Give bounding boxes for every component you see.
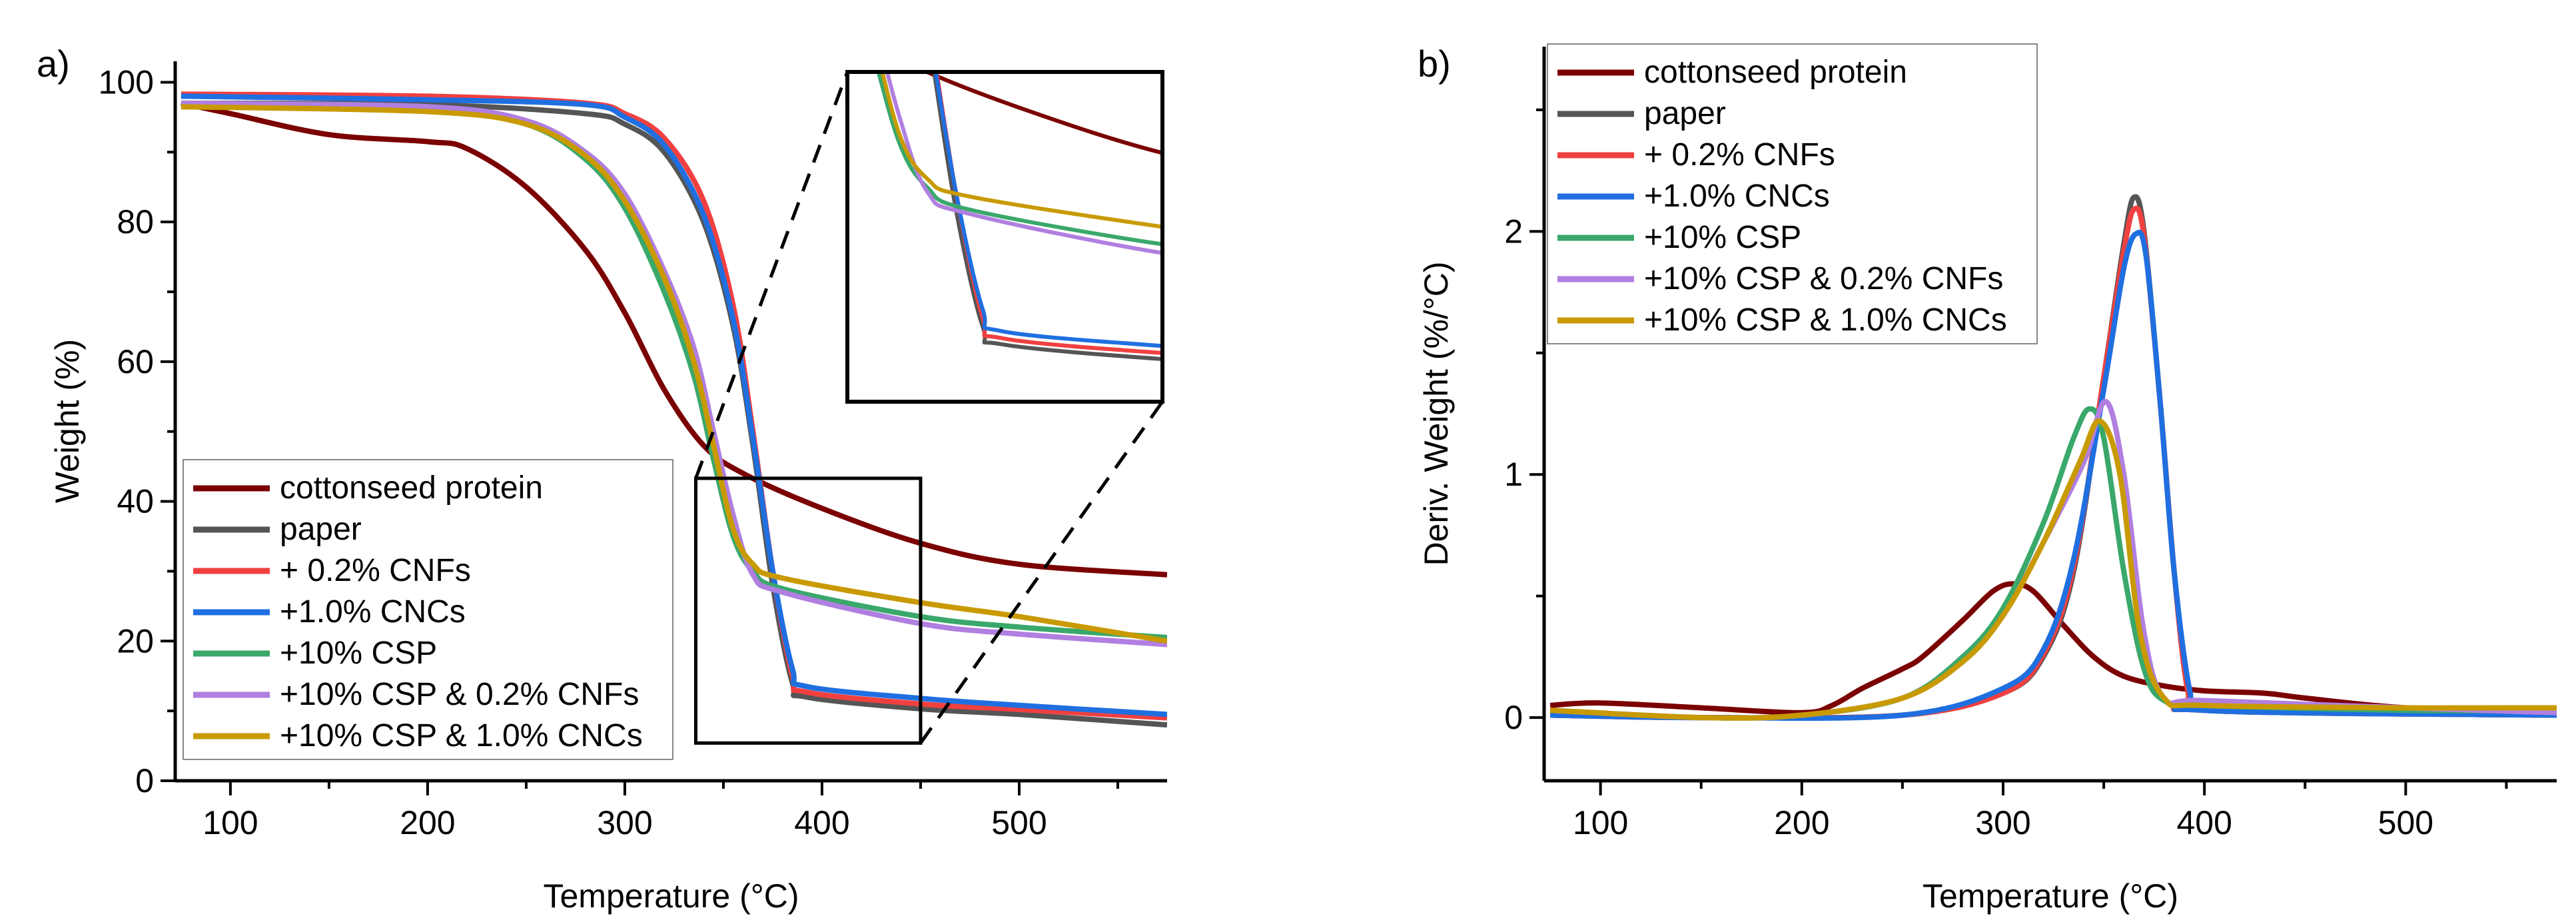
- y-tick-label: 0: [135, 762, 154, 799]
- legend-label: +10% CSP: [280, 636, 437, 671]
- legend-label: +10% CSP: [1644, 220, 1801, 255]
- x-tick-label: 100: [203, 804, 258, 841]
- y-tick-label: 60: [117, 343, 154, 380]
- y-tick-label: 2: [1504, 213, 1523, 250]
- x-tick-label: 200: [1774, 804, 1829, 841]
- y-tick-label: 40: [117, 483, 154, 520]
- x-tick-label: 100: [1573, 804, 1628, 841]
- y-tick-label: 100: [99, 63, 154, 101]
- inset-series-line: [885, 72, 1162, 255]
- inset: [845, 70, 1164, 404]
- x-tick-label: 200: [400, 804, 455, 841]
- panel-b-derivative-chart: 100 200 300 400 500 0 1 2 Temperature (°C) Deriv.…: [1418, 43, 2557, 915]
- legend-label: +1.0% CNCs: [280, 594, 466, 630]
- series-line--10-csp-1-0-cncs: [1549, 418, 2557, 721]
- inset-frame: [845, 70, 1164, 404]
- inset-series-line: [933, 72, 1162, 348]
- series-group: [1549, 194, 2557, 721]
- panel-a-weight-chart: 100 200 300 400 500 0 20 40 60 80 100 Temperature (…: [37, 43, 1167, 915]
- y-tick-label: 1: [1504, 456, 1523, 493]
- legend-label: +10% CSP & 1.0% CNCs: [280, 718, 643, 753]
- legend-label: paper: [1644, 96, 1726, 131]
- legend: cottonseed protein paper + 0.2% CNFs +1.0% …: [183, 459, 673, 760]
- legend-label: +1.0% CNCs: [1644, 179, 1830, 214]
- x-tick-label: 300: [597, 804, 652, 841]
- x-axis-title: Temperature (°C): [544, 877, 799, 915]
- legend-label: cottonseed protein: [280, 470, 543, 506]
- series-line--10-csp-0-2-cnfs: [1549, 398, 2557, 721]
- panel-label: b): [1418, 43, 1451, 85]
- x-axis-title: Temperature (°C): [1923, 877, 2178, 915]
- legend-label: + 0.2% CNFs: [1644, 137, 1835, 173]
- inset-series-line: [932, 72, 1162, 362]
- y-axis-title: Weight (%): [49, 339, 86, 503]
- legend-label: +10% CSP & 1.0% CNCs: [1644, 302, 2007, 338]
- x-tick-label: 400: [794, 804, 849, 841]
- zoom-connector-line: [919, 400, 1164, 744]
- legend-label: +10% CSP & 0.2% CNFs: [1644, 261, 2003, 296]
- y-axis-title: Deriv. Weight (%/°C): [1418, 261, 1455, 566]
- zoom-connector-line: [694, 71, 849, 479]
- inset-series-line: [935, 72, 1162, 355]
- series-line--1-0-cncs: [181, 93, 1167, 717]
- legend-label: paper: [280, 512, 362, 547]
- x-tick-label: 300: [1975, 804, 2030, 841]
- series-line--10-csp: [1549, 406, 2557, 721]
- legend: cottonseed protein paper + 0.2% CNFs +1.0% …: [1547, 43, 2038, 344]
- x-tick-label: 500: [991, 804, 1047, 841]
- y-tick-label: 0: [1504, 699, 1523, 736]
- legend-label: + 0.2% CNFs: [280, 553, 471, 588]
- y-tick-label: 80: [117, 203, 154, 240]
- zoom-region-box: [694, 476, 923, 745]
- y-tick-label: 20: [117, 622, 154, 660]
- inset-series-group: [876, 72, 1162, 362]
- x-tick-label: 400: [2176, 804, 2232, 841]
- legend-label: cottonseed protein: [1644, 55, 1907, 90]
- panel-label: a): [37, 43, 70, 85]
- series-line--10-csp-1-0-cncs: [181, 104, 1167, 644]
- legend-label: +10% CSP & 0.2% CNFs: [280, 677, 639, 712]
- series-line-cottonseed-protein: [1549, 581, 2557, 715]
- x-tick-label: 500: [2378, 804, 2433, 841]
